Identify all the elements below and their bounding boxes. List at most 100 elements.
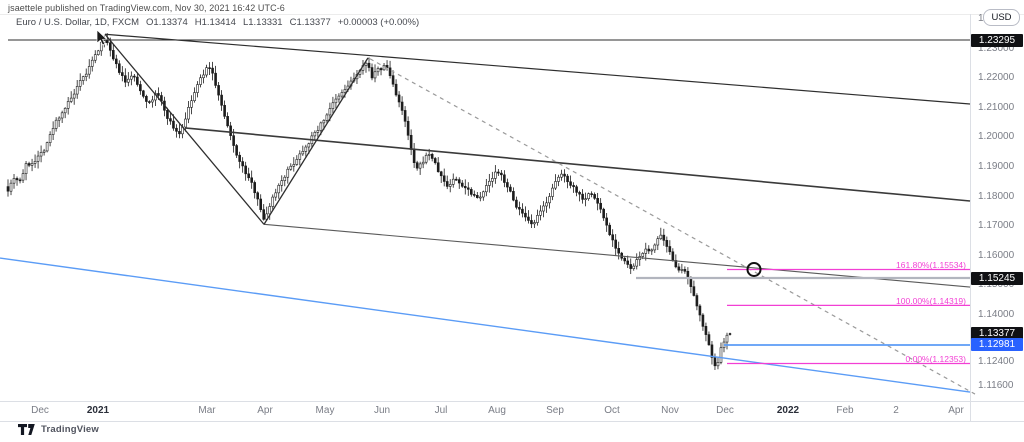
candle-body <box>304 146 308 152</box>
candle-body <box>214 72 217 86</box>
candle-body <box>81 76 85 81</box>
tradingview-attribution[interactable]: TradingView <box>18 424 99 435</box>
candle-body <box>33 160 37 164</box>
candle-body <box>322 120 326 124</box>
candle-body <box>575 186 578 193</box>
candle-body <box>90 59 94 67</box>
ohlc-open: O1.13374 <box>146 17 188 28</box>
candle-body <box>391 75 395 85</box>
candle-body <box>36 155 40 162</box>
candle-body <box>313 132 317 137</box>
candle-body <box>274 192 278 198</box>
candle-body <box>99 42 103 52</box>
candle-body <box>596 198 599 204</box>
candle-body <box>93 54 97 61</box>
candle-body <box>51 128 55 135</box>
candle-body <box>301 151 305 155</box>
candle-body <box>605 217 608 226</box>
candle-body <box>340 92 344 97</box>
candle-body <box>491 178 494 182</box>
candle-body <box>373 71 377 79</box>
candle-body <box>175 127 178 132</box>
candle-body <box>286 168 290 178</box>
candle-body <box>698 305 702 316</box>
candle-body <box>485 185 488 193</box>
candle-body <box>623 257 627 262</box>
candle-body <box>719 347 723 363</box>
candle-body <box>343 89 347 93</box>
candle-body <box>130 75 133 80</box>
candle-body <box>635 259 639 267</box>
candle-body <box>608 224 611 236</box>
candle-body <box>316 130 320 133</box>
candle-body <box>115 58 118 65</box>
currency-usd-button[interactable]: USD <box>983 9 1020 26</box>
candle-body <box>96 50 100 55</box>
candle-body <box>331 102 335 109</box>
candle-body <box>482 191 485 198</box>
candle-body <box>472 194 476 196</box>
circle-marker <box>746 261 762 277</box>
candle-body <box>632 265 636 269</box>
candle-body <box>27 163 31 166</box>
candle-body <box>127 78 130 83</box>
candle-body <box>283 176 287 181</box>
candle-body <box>524 212 527 218</box>
candle-body <box>542 205 545 212</box>
upper-channel-line <box>104 33 971 105</box>
candle-body <box>647 248 651 252</box>
candle-body <box>725 334 729 343</box>
candle-body <box>229 125 232 136</box>
candle-body <box>641 253 645 257</box>
candle-body <box>220 94 223 106</box>
candle-body <box>572 185 575 188</box>
candle-body <box>202 74 205 79</box>
candle-body <box>226 116 229 127</box>
candle-body <box>427 154 431 156</box>
candle-body <box>325 114 329 121</box>
candle-body <box>211 67 214 74</box>
candle-body <box>18 179 22 182</box>
candle-body <box>271 196 275 207</box>
candle-body <box>12 178 16 184</box>
candle-body <box>430 154 434 159</box>
candle-body <box>6 186 10 192</box>
candle-body <box>247 173 250 179</box>
candle-body <box>319 122 323 131</box>
candle-body <box>367 62 371 68</box>
candle-body <box>539 210 542 216</box>
candle-body <box>57 117 61 121</box>
candle-body <box>42 150 46 153</box>
candle-body <box>262 209 266 220</box>
candle-body <box>69 97 73 102</box>
candle-body <box>581 193 584 200</box>
ohlc-high: H1.13414 <box>194 17 236 28</box>
zigzag-down-line <box>104 33 265 225</box>
candle-body <box>157 93 160 96</box>
candle-body <box>84 73 88 77</box>
candle-body <box>108 42 112 51</box>
candle-body <box>172 120 175 129</box>
candle-body <box>515 199 518 208</box>
candle-body <box>235 145 238 156</box>
candle-body <box>433 158 437 164</box>
candle-body <box>488 180 491 186</box>
candle-body <box>527 216 530 221</box>
candle-body <box>557 176 560 182</box>
ohlc-close: C1.13377 <box>289 17 331 28</box>
candle-body <box>448 184 452 187</box>
candle-body <box>503 174 506 183</box>
candle-body <box>111 50 115 60</box>
candle-body <box>295 159 299 165</box>
candle-body <box>145 96 148 102</box>
candle-body <box>683 269 687 272</box>
candle-body <box>424 154 428 163</box>
candle-body <box>617 247 620 254</box>
candle-body <box>298 153 302 160</box>
candle-body <box>566 175 569 183</box>
candle-body <box>364 62 368 66</box>
candle-body <box>671 251 675 261</box>
candle-body <box>253 182 256 194</box>
candle-body <box>587 193 590 200</box>
